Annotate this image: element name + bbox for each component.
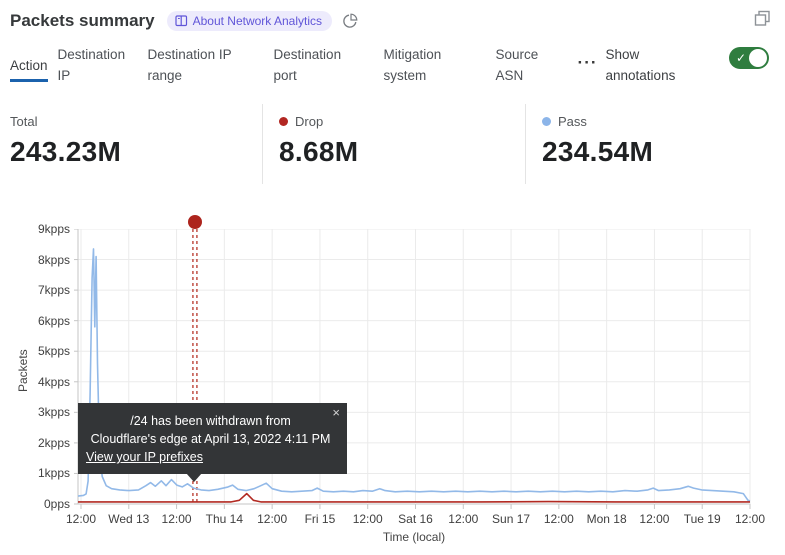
y-tick-label: 8kpps bbox=[37, 252, 70, 267]
stat-drop-label: Drop bbox=[279, 112, 525, 130]
x-tick-label: Sun 17 bbox=[492, 512, 531, 526]
stat-total-label: Total bbox=[10, 113, 38, 129]
show-annotations-label: Show annotations bbox=[605, 47, 676, 83]
filter-tabs: Action Destination IP Destination IP ran… bbox=[10, 44, 775, 86]
x-tick-label: Fri 15 bbox=[304, 512, 336, 526]
tab-destination-ip[interactable]: Destination IP bbox=[57, 47, 126, 83]
y-tick-label: 9kpps bbox=[37, 222, 70, 236]
x-tick-label: 12:00 bbox=[161, 512, 192, 526]
time-range-icon[interactable] bbox=[342, 13, 358, 29]
x-tick-label: 12:00 bbox=[257, 512, 288, 526]
y-tick-label: 0pps bbox=[43, 497, 70, 511]
header: Packets summary About Network Analytics bbox=[10, 8, 775, 34]
more-tabs-button[interactable]: ··· bbox=[577, 53, 598, 72]
show-annotations-toggle[interactable]: ✓ bbox=[729, 47, 769, 69]
annotation-tooltip: /24 has been withdrawn from Cloudflare's… bbox=[78, 403, 347, 482]
y-tick-label: 5kpps bbox=[37, 344, 70, 359]
toggle-knob bbox=[749, 49, 767, 67]
x-tick-label: 12:00 bbox=[734, 512, 766, 526]
tab-source-asn[interactable]: Source ASN bbox=[495, 47, 539, 83]
stat-drop: Drop 8.68M bbox=[262, 104, 525, 184]
tooltip-message-line1: /24 has been withdrawn from bbox=[130, 414, 291, 428]
tab-mitigation-system[interactable]: Mitigation system bbox=[383, 47, 442, 83]
annotation-marker-dot[interactable] bbox=[187, 215, 202, 229]
view-ip-prefixes-link[interactable]: View your IP prefixes bbox=[86, 450, 203, 464]
stat-total: Total 243.23M bbox=[0, 104, 262, 184]
stat-pass-label: Pass bbox=[542, 112, 785, 130]
tooltip-message-line2: Cloudflare's edge at April 13, 2022 4:11… bbox=[90, 432, 331, 446]
drop-dot-icon bbox=[279, 116, 288, 126]
x-tick-label: Thu 14 bbox=[205, 512, 244, 526]
page-title: Packets summary bbox=[10, 11, 155, 30]
x-tick-label: 12:00 bbox=[543, 512, 574, 526]
x-tick-label: Sat 16 bbox=[398, 512, 433, 526]
y-tick-label: 4kpps bbox=[37, 374, 70, 389]
series-line-drop bbox=[78, 492, 750, 503]
tooltip-close-icon[interactable]: × bbox=[332, 405, 340, 420]
check-icon: ✓ bbox=[736, 51, 747, 65]
y-tick-label: 3kpps bbox=[37, 405, 70, 420]
about-network-analytics-badge[interactable]: About Network Analytics bbox=[166, 11, 332, 31]
series-line-pass bbox=[77, 248, 751, 502]
tooltip-pointer bbox=[186, 473, 202, 482]
y-tick-label: 1kpps bbox=[37, 466, 70, 481]
stat-total-value: 243.23M bbox=[10, 136, 122, 167]
stat-pass: Pass 234.54M bbox=[525, 104, 785, 184]
x-tick-label: Tue 19 bbox=[683, 512, 721, 526]
book-icon bbox=[174, 15, 187, 27]
x-tick-label: Wed 13 bbox=[108, 512, 150, 526]
x-tick-label: 12:00 bbox=[352, 512, 383, 526]
x-tick-label: 12:00 bbox=[448, 512, 479, 526]
x-tick-label: 12:00 bbox=[65, 512, 97, 526]
tab-action[interactable]: Action bbox=[10, 55, 48, 82]
y-tick-label: 2kpps bbox=[37, 435, 70, 450]
y-tick-label: 6kpps bbox=[37, 313, 70, 328]
x-tick-label: Mon 18 bbox=[586, 512, 627, 526]
pass-dot-icon bbox=[542, 116, 551, 126]
stat-pass-value: 234.54M bbox=[542, 136, 654, 167]
expand-icon[interactable] bbox=[754, 10, 771, 32]
x-axis-title: Time (local) bbox=[382, 530, 446, 544]
y-tick-label: 7kpps bbox=[37, 283, 70, 298]
tab-destination-port[interactable]: Destination port bbox=[273, 47, 342, 83]
stat-drop-value: 8.68M bbox=[279, 136, 359, 167]
x-tick-label: 12:00 bbox=[639, 512, 670, 526]
stats-row: Total 243.23M Drop 8.68M Pass 234.54M bbox=[0, 104, 785, 184]
tab-destination-ip-range[interactable]: Destination IP range bbox=[147, 47, 232, 83]
badge-label: About Network Analytics bbox=[192, 14, 322, 28]
